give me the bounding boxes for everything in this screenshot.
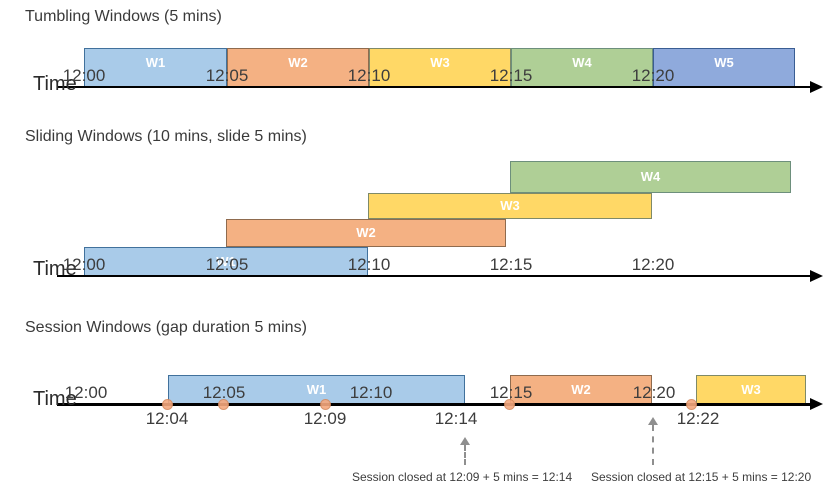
event-dot — [686, 399, 697, 410]
sliding-title: Sliding Windows (10 mins, slide 5 mins) — [25, 128, 307, 145]
session-tick-1210: 12:10 — [349, 383, 393, 402]
tumbling-window-w1: W1 — [84, 48, 227, 87]
session-close-arrow-icon — [459, 437, 470, 465]
sliding-tick-1205: 12:05 — [205, 255, 249, 274]
sliding-time-axis — [57, 275, 813, 277]
tumbling-title: Tumbling Windows (5 mins) — [25, 8, 222, 25]
sliding-window-w1-label: W1 — [216, 253, 236, 269]
session-event-label-1222: 12:22 — [676, 409, 720, 428]
event-dot — [218, 399, 229, 410]
session-tick-1205: 12:05 — [202, 383, 246, 402]
tumbling-window-w5-label: W5 — [714, 55, 734, 70]
session-close-annotation-1: Session closed at 12:09 + 5 mins = 12:14 — [352, 470, 573, 484]
session-close-arrow-icon — [647, 417, 658, 465]
session-window-w2: W2 — [510, 375, 652, 404]
session-close-annotation-2: Session closed at 12:15 + 5 mins = 12:20 — [591, 470, 812, 484]
tumbling-tick-1220: 12:20 — [631, 66, 675, 85]
tumbling-tick-1205: 12:05 — [205, 66, 249, 85]
sliding-window-w2-label: W2 — [356, 225, 376, 240]
sliding-tick-1210: 12:10 — [347, 255, 391, 274]
sliding-window-w4-label: W4 — [640, 169, 661, 184]
sliding-axis-arrow-icon — [810, 270, 823, 282]
session-window-w1-label: W1 — [306, 381, 327, 397]
tumbling-window-w5: W5 — [653, 48, 795, 87]
session-axis-arrow-icon — [810, 398, 823, 410]
tumbling-window-w2-label: W2 — [288, 55, 308, 70]
session-close-label-1214: 12:14 — [434, 409, 478, 428]
session-tick-1220: 12:20 — [632, 383, 676, 402]
event-dot — [504, 399, 515, 410]
session-tick-1215: 12:15 — [489, 383, 533, 402]
tumbling-axis-label: Time — [33, 73, 77, 95]
arrow-up-head-icon — [647, 417, 658, 425]
session-window-w1: W1 — [168, 375, 465, 404]
session-title: Session Windows (gap duration 5 mins) — [25, 319, 307, 336]
arrow-dashed-line — [463, 445, 466, 465]
tumbling-axis-arrow-icon — [810, 81, 823, 93]
sliding-window-w2: W2 — [226, 219, 506, 247]
sliding-window-w3-label: W3 — [500, 198, 520, 213]
session-window-w3: W3 — [696, 375, 806, 404]
tumbling-window-w1-label: W1 — [145, 55, 166, 70]
arrow-up-head-icon — [459, 437, 470, 445]
session-window-w3-label: W3 — [741, 381, 761, 397]
session-event-label-1209: 12:09 — [303, 409, 347, 428]
session-tick-1200: 12:00 — [64, 383, 108, 402]
sliding-tick-1220: 12:20 — [631, 255, 675, 274]
sliding-axis-label: Time — [33, 258, 77, 280]
sliding-window-w4: W4 — [510, 161, 791, 193]
tumbling-window-w4-label: W4 — [572, 55, 592, 70]
event-dot — [320, 399, 331, 410]
sliding-tick-1215: 12:15 — [489, 255, 533, 274]
tumbling-tick-1215: 12:15 — [489, 66, 533, 85]
session-axis-label: Time — [33, 388, 77, 410]
session-event-label-1204: 12:04 — [145, 409, 189, 428]
session-time-axis — [57, 403, 813, 406]
event-dot — [162, 399, 173, 410]
sliding-tick-1200: 12:00 — [62, 255, 106, 274]
sliding-window-w3: W3 — [368, 193, 652, 219]
tumbling-window-w3-label: W3 — [430, 55, 450, 70]
arrow-dashed-line — [651, 425, 654, 465]
tumbling-tick-1210: 12:10 — [347, 66, 391, 85]
tumbling-window-w3: W3 — [369, 48, 511, 87]
tumbling-tick-1200: 12:00 — [62, 66, 106, 85]
tumbling-time-axis — [57, 86, 813, 88]
session-window-w2-label: W2 — [571, 381, 591, 397]
